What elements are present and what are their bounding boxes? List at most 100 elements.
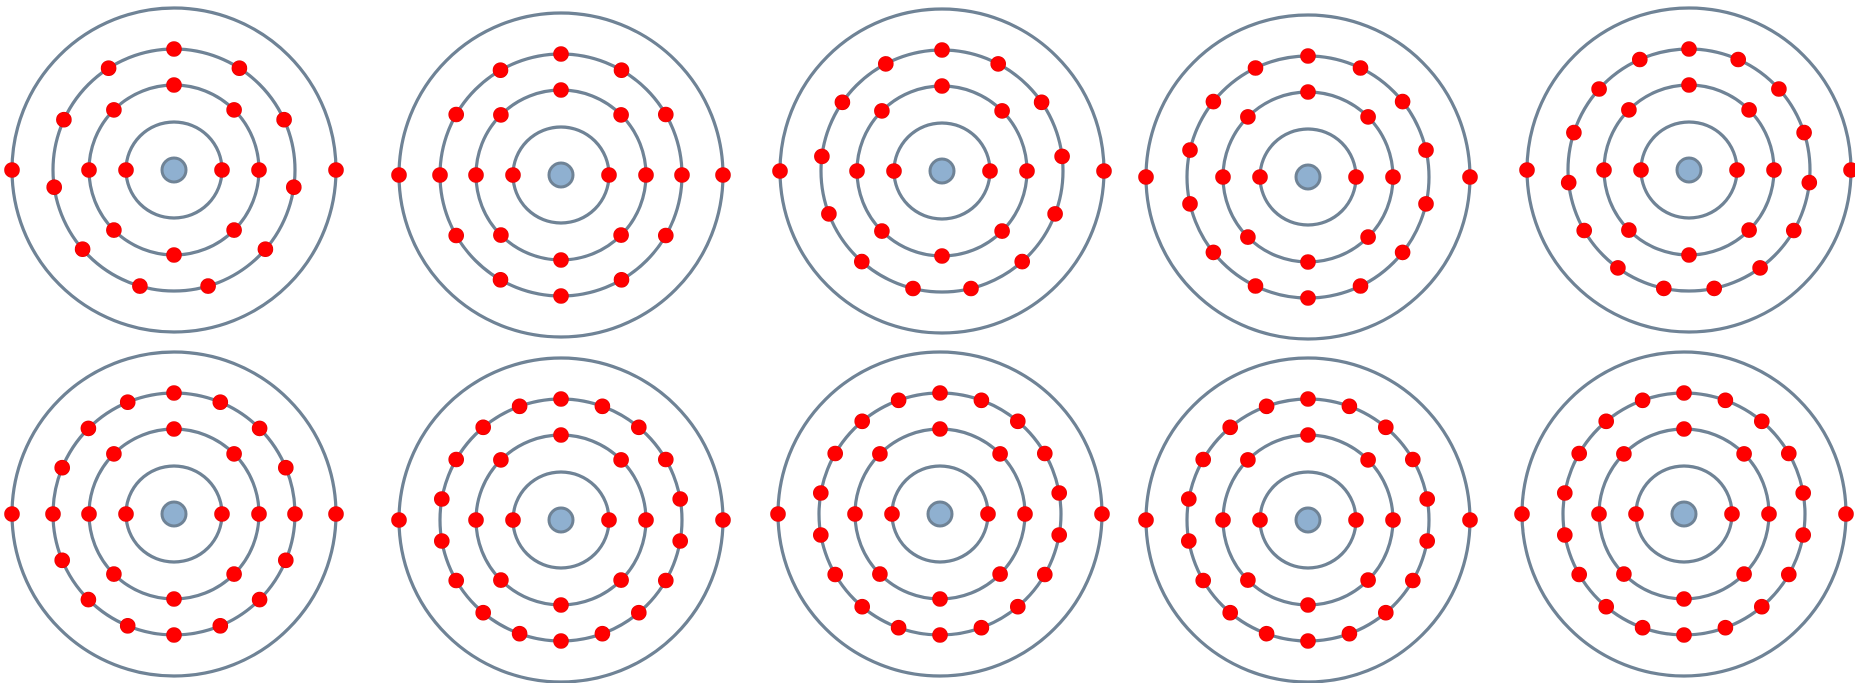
electron — [874, 223, 890, 239]
electron — [613, 271, 630, 288]
electron — [166, 627, 182, 643]
electron — [847, 506, 863, 522]
electron — [657, 106, 674, 123]
electron — [994, 223, 1010, 239]
electron — [1009, 598, 1026, 615]
electron — [1730, 51, 1746, 68]
electron — [1598, 598, 1614, 615]
electron — [1051, 527, 1067, 543]
electron — [1591, 81, 1607, 97]
electron — [1037, 566, 1053, 583]
electron — [553, 252, 569, 268]
electron — [1222, 419, 1238, 436]
electron — [1181, 533, 1197, 549]
atom-diagram — [4, 350, 344, 678]
electron — [1616, 566, 1632, 582]
electron — [657, 451, 674, 468]
electron — [772, 163, 788, 179]
electron — [1252, 169, 1268, 185]
electron — [553, 46, 569, 62]
electron — [886, 163, 902, 179]
electron — [1215, 169, 1231, 185]
electron — [448, 572, 465, 589]
electron — [1195, 451, 1211, 468]
electron — [827, 445, 844, 462]
electron — [1418, 142, 1434, 158]
electron — [932, 421, 948, 437]
electron — [1557, 527, 1573, 543]
electron — [1300, 84, 1316, 100]
electron — [106, 566, 122, 582]
electron — [1360, 572, 1376, 588]
electron — [1009, 413, 1026, 430]
electron — [827, 566, 844, 583]
electron — [166, 385, 182, 401]
electron — [1560, 174, 1577, 191]
electron — [1634, 392, 1651, 409]
electron — [433, 533, 450, 549]
electron — [1781, 445, 1797, 462]
electron — [4, 162, 20, 178]
electron — [1621, 222, 1637, 238]
electron — [214, 162, 230, 178]
electron — [226, 102, 242, 118]
atom-diagram — [1138, 356, 1478, 683]
electron — [884, 506, 900, 522]
electron — [493, 452, 509, 468]
electron — [1681, 77, 1697, 93]
electron — [934, 78, 950, 94]
electron — [1766, 162, 1782, 178]
electron — [106, 446, 122, 462]
electron — [1741, 222, 1757, 238]
electron — [1462, 512, 1478, 528]
electron — [1033, 94, 1050, 111]
electron — [1796, 124, 1812, 141]
electron — [118, 506, 134, 522]
electron — [980, 506, 996, 522]
electron — [432, 167, 448, 183]
electron — [166, 591, 182, 607]
electron — [391, 167, 407, 183]
electron — [505, 512, 521, 528]
electron — [1096, 163, 1112, 179]
electron — [1341, 625, 1358, 642]
electron — [493, 107, 509, 123]
electron — [553, 427, 569, 443]
nucleus — [1294, 506, 1322, 534]
electron — [1051, 485, 1067, 501]
electron — [80, 591, 97, 608]
electron — [118, 162, 134, 178]
electron — [1752, 260, 1768, 276]
electron — [251, 420, 268, 437]
electron — [1598, 413, 1614, 430]
electron — [1596, 162, 1612, 178]
electron — [770, 506, 786, 522]
electron — [932, 627, 948, 643]
electron — [715, 512, 731, 528]
electron — [1385, 169, 1401, 185]
nucleus — [160, 156, 188, 184]
electron — [1741, 102, 1757, 118]
electron — [214, 506, 230, 522]
electron — [81, 162, 97, 178]
electron — [226, 222, 242, 238]
nucleus — [160, 500, 188, 528]
electron — [1795, 485, 1811, 501]
electron — [1017, 506, 1033, 522]
electron — [287, 506, 303, 522]
electron — [1736, 566, 1752, 582]
electron — [613, 62, 630, 78]
electron — [657, 227, 674, 244]
electron — [56, 111, 72, 128]
electron — [594, 398, 611, 415]
electron — [1632, 51, 1648, 68]
electron — [934, 248, 950, 264]
electron — [613, 452, 629, 468]
electron — [1628, 506, 1644, 522]
electron — [821, 206, 837, 222]
electron — [1676, 421, 1692, 437]
electron — [1394, 93, 1411, 110]
electron — [1717, 619, 1734, 636]
electron — [905, 280, 921, 297]
